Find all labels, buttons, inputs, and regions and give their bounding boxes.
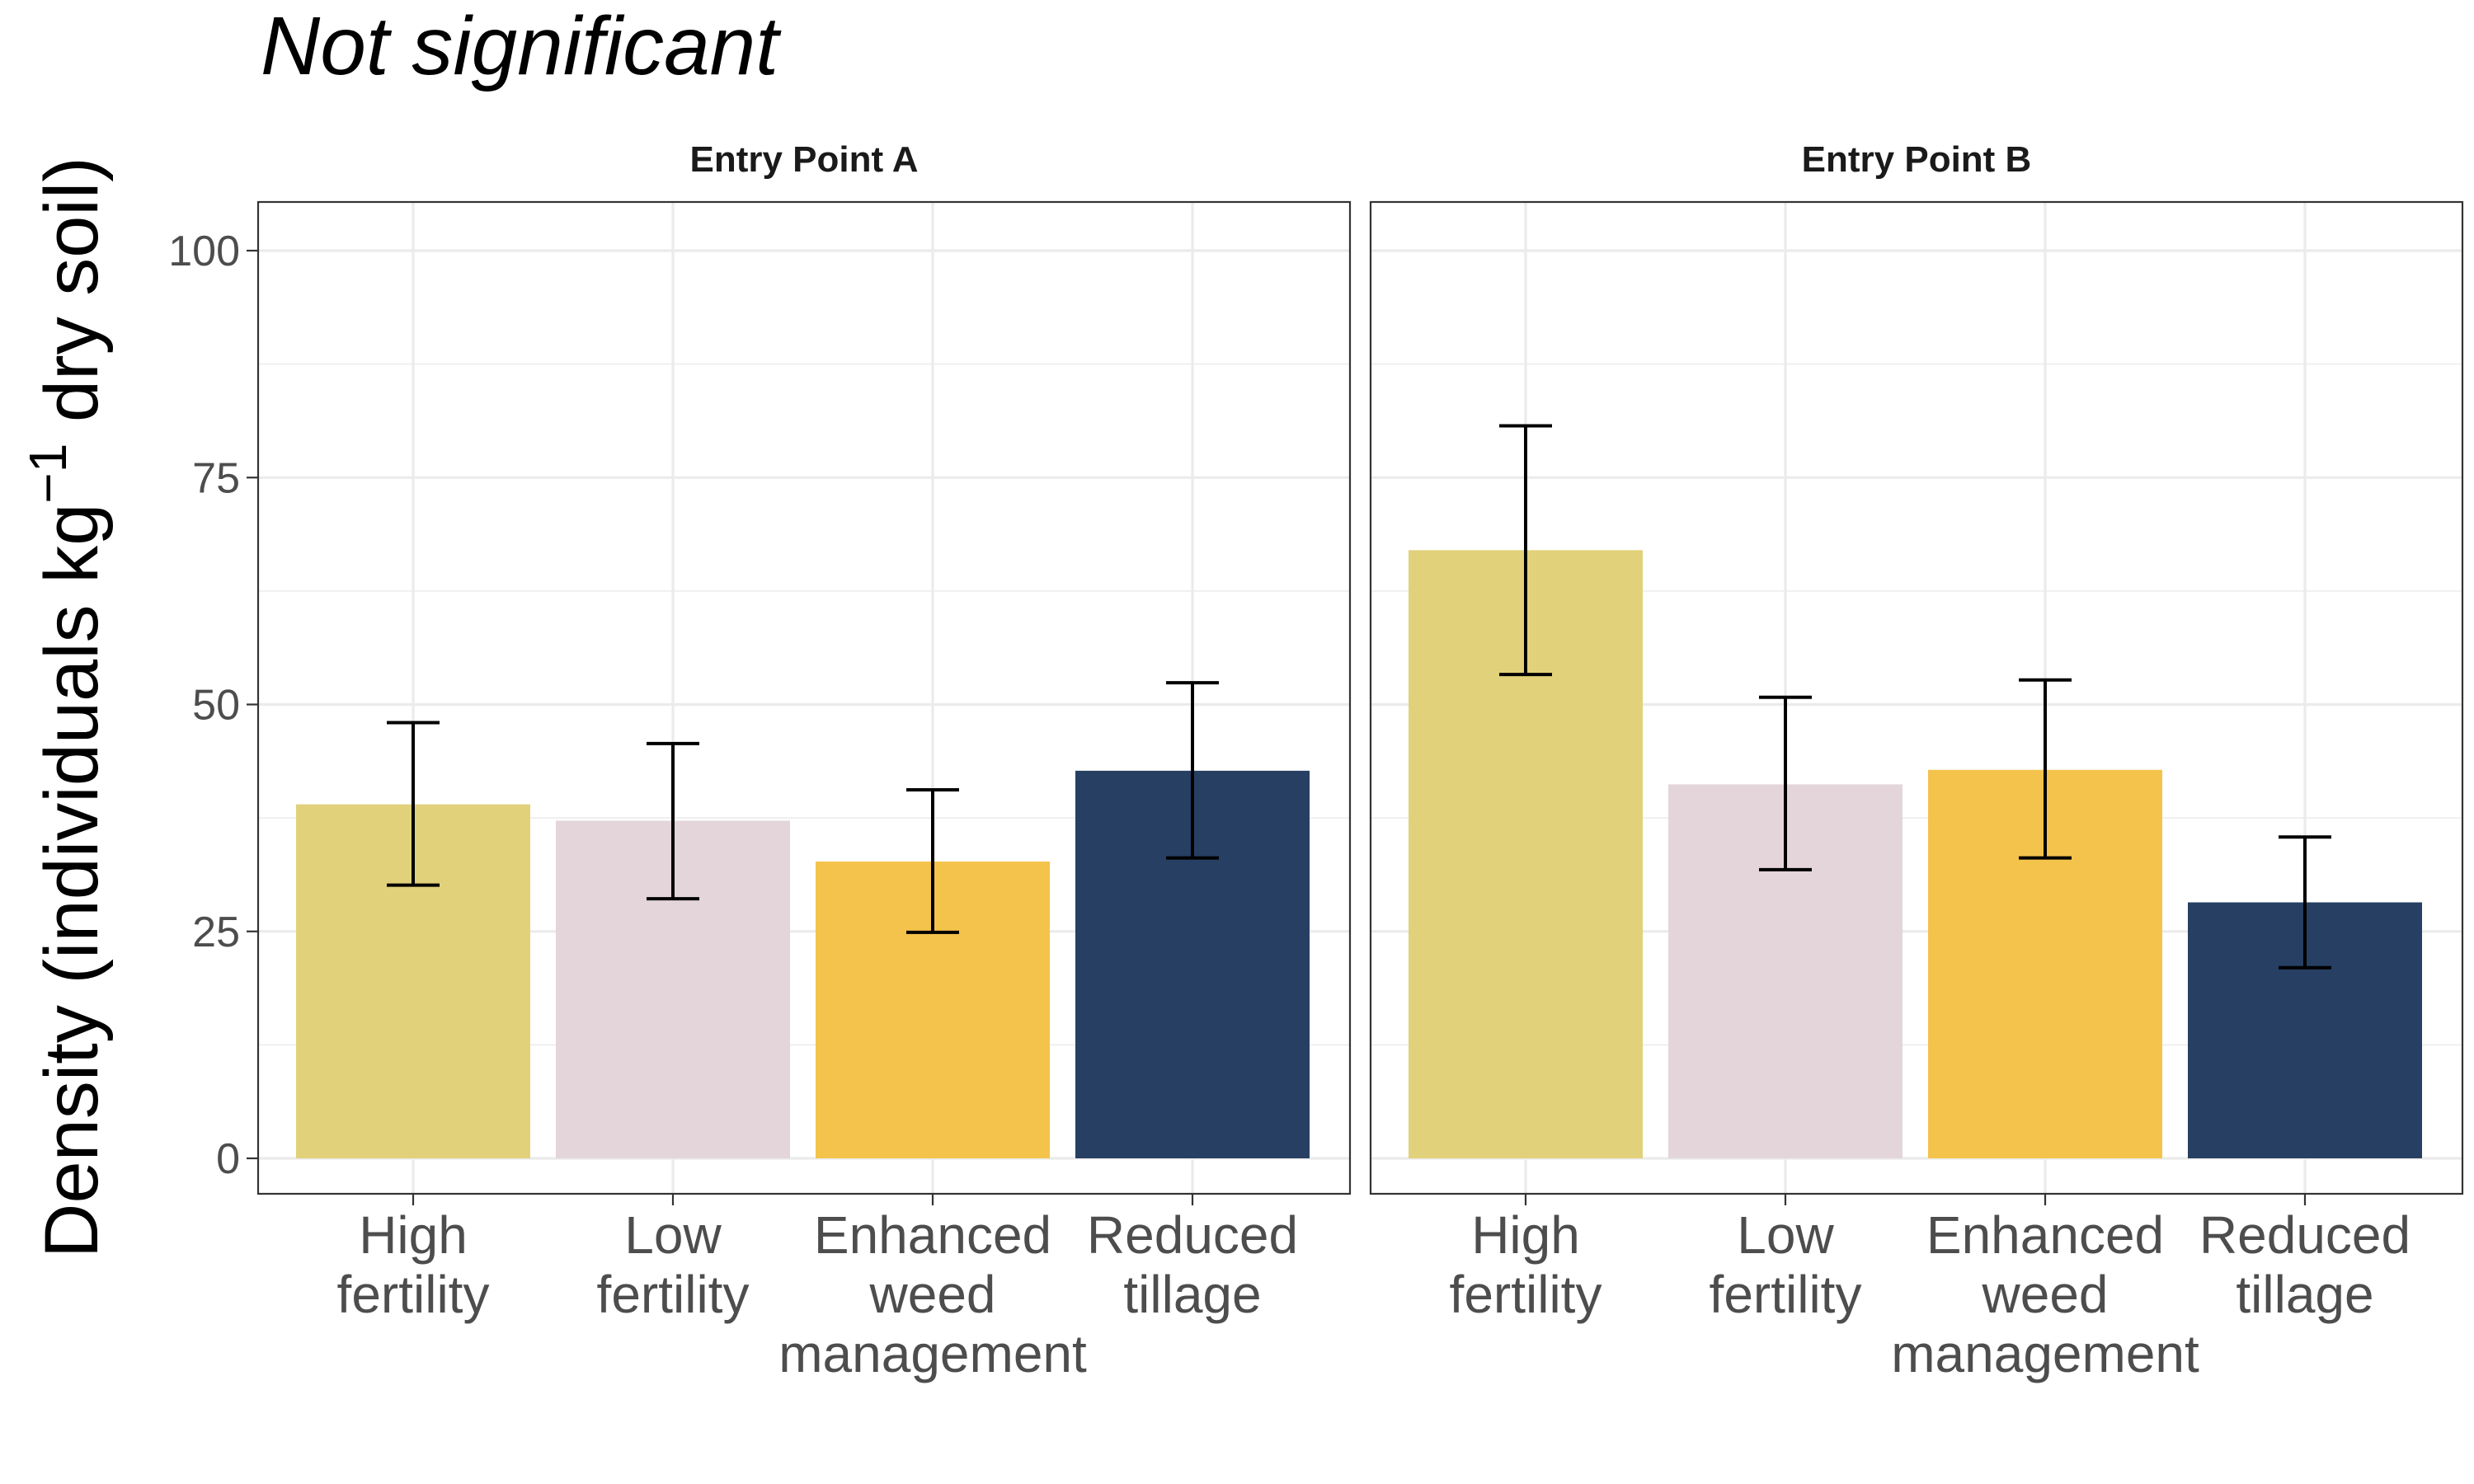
panel-border bbox=[1369, 200, 2464, 1195]
y-axis-label-paren-close: ) bbox=[30, 157, 114, 182]
x-tick-label: Reduced tillage bbox=[1087, 1205, 1298, 1324]
x-tick-label: Enhanced weed management bbox=[778, 1205, 1087, 1383]
y-tick-label: 100 bbox=[168, 228, 240, 275]
panel-a: Entry Point A 0 25 50 75 100 High fertility Low f… bbox=[168, 139, 1352, 1383]
x-tick-label: Enhanced weed management bbox=[1891, 1205, 2199, 1383]
error-bar bbox=[2019, 678, 2072, 860]
error-bar bbox=[2279, 835, 2331, 970]
y-tick-label: 0 bbox=[216, 1135, 240, 1183]
error-bar bbox=[647, 741, 699, 901]
y-axis-label: Density (individuals kg−1 dry soil) bbox=[18, 157, 114, 1258]
y-axis-label-paren-open: ( bbox=[30, 959, 114, 984]
error-bar bbox=[1499, 424, 1552, 677]
y-axis-label-main: individuals kg bbox=[30, 504, 114, 959]
x-tick-label: Reduced tillage bbox=[2199, 1205, 2411, 1324]
y-tick-label: 50 bbox=[192, 682, 240, 730]
y-tick-label: 75 bbox=[192, 454, 240, 502]
panels: Entry Point A 0 25 50 75 100 High fertility Low f… bbox=[168, 139, 2464, 1383]
x-tick-label: High fertility bbox=[1450, 1205, 1602, 1324]
error-bar bbox=[387, 721, 440, 887]
y-axis-label-superscript: −1 bbox=[18, 444, 78, 504]
y-axis-label-suffix: dry soil bbox=[30, 182, 114, 444]
svg-text:Density (individuals kg−1 dry: Density (individuals kg−1 dry soil) bbox=[18, 157, 114, 1258]
panel-b: Entry Point B High fertility Low fertilityEn… bbox=[1369, 139, 2464, 1383]
error-bar bbox=[1166, 681, 1219, 860]
y-axis-label-prefix: Density bbox=[30, 984, 114, 1258]
x-tick-label: Low fertility bbox=[1710, 1205, 1862, 1324]
x-tick-label: Low fertility bbox=[597, 1205, 750, 1324]
x-tick-label: High fertility bbox=[337, 1205, 490, 1324]
panel-title: Entry Point B bbox=[1802, 139, 2032, 180]
panel-title: Entry Point A bbox=[689, 139, 918, 180]
error-bar bbox=[1759, 695, 1812, 871]
panel-border bbox=[256, 200, 1352, 1195]
y-tick-label: 25 bbox=[192, 909, 240, 956]
chart-title: Not significant bbox=[261, 0, 782, 92]
error-bar bbox=[906, 787, 959, 934]
